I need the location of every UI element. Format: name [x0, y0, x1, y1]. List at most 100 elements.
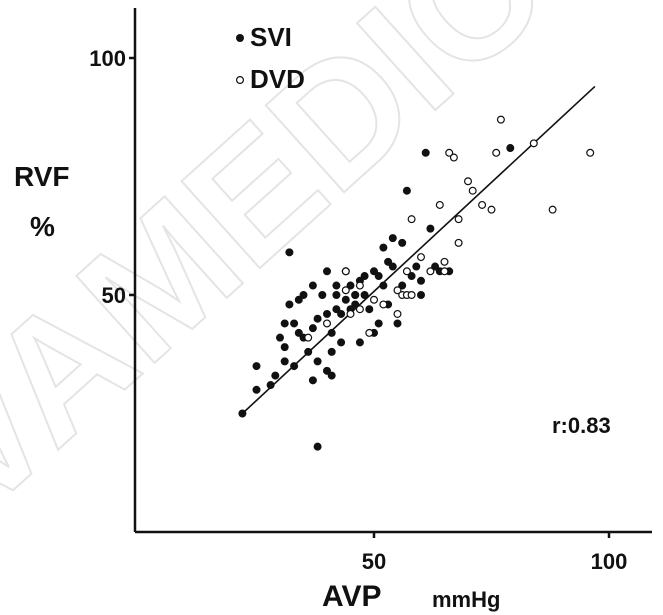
- svi-point: [332, 305, 341, 314]
- svi-point: [341, 295, 350, 304]
- dvd-point: [449, 153, 458, 162]
- dvd-point: [407, 215, 416, 224]
- svi-point: [271, 371, 280, 380]
- dvd-point: [346, 309, 355, 318]
- svi-point: [327, 347, 336, 356]
- dvd-point: [407, 291, 416, 300]
- svi-point: [290, 362, 299, 371]
- svi-point: [412, 262, 421, 271]
- svi-point: [332, 281, 341, 290]
- svi-point: [416, 276, 425, 285]
- svi-point: [266, 381, 275, 390]
- svi-point: [280, 357, 289, 366]
- y-tick-label: 100: [89, 46, 126, 71]
- svi-point: [355, 338, 364, 347]
- x-axis-label: AVP: [322, 580, 381, 613]
- svi-point: [388, 234, 397, 243]
- svi-point: [308, 281, 317, 290]
- svi-point: [294, 295, 303, 304]
- dvd-point: [496, 115, 505, 124]
- dvd-point: [454, 215, 463, 224]
- dvd-point: [548, 205, 557, 214]
- svi-point: [421, 148, 430, 157]
- svi-point: [280, 319, 289, 328]
- dvd-point: [435, 200, 444, 209]
- svi-point: [351, 300, 360, 309]
- svi-point: [304, 347, 313, 356]
- svi-point: [393, 319, 402, 328]
- x-tick-label: 100: [591, 549, 628, 574]
- y-axis-unit: %: [30, 211, 55, 242]
- x-axis-unit: mmHg: [432, 587, 500, 612]
- dvd-point: [487, 205, 496, 214]
- svi-point: [318, 290, 327, 299]
- svi-point: [402, 186, 411, 195]
- ticks: 50 100 50 100: [89, 46, 627, 574]
- legend-label: DVD: [250, 64, 305, 94]
- dvd-point: [393, 309, 402, 318]
- y-tick-label: 50: [102, 283, 126, 308]
- dvd-point: [323, 319, 332, 328]
- dvd-point: [478, 200, 487, 209]
- svi-point: [252, 362, 261, 371]
- svi-point: [313, 314, 322, 323]
- dvd-point: [341, 267, 350, 276]
- dvd-point: [355, 305, 364, 314]
- svi-point: [388, 262, 397, 271]
- svi-point: [374, 319, 383, 328]
- svi-point: [426, 224, 435, 233]
- svi-point: [416, 290, 425, 299]
- dvd-point: [529, 139, 538, 148]
- svi-point: [322, 267, 331, 276]
- dvd-point: [365, 328, 374, 337]
- dvd-point: [468, 186, 477, 195]
- svi-point: [365, 305, 374, 314]
- svi-point: [360, 290, 369, 299]
- svi-point: [369, 267, 378, 276]
- svi-point: [327, 371, 336, 380]
- svi-point: [238, 409, 247, 418]
- dvd-point: [379, 300, 388, 309]
- legend-dvd-marker: [236, 75, 245, 84]
- svi-point: [379, 281, 388, 290]
- legend-label: SVI: [250, 22, 292, 52]
- dvd-point: [402, 267, 411, 276]
- dvd-point: [445, 148, 454, 157]
- svi-point: [313, 357, 322, 366]
- svi-point: [299, 290, 308, 299]
- svi-point: [332, 290, 341, 299]
- axes: [133, 8, 652, 534]
- dvd-point: [464, 177, 473, 186]
- dvd-point: [454, 238, 463, 247]
- legend: SVI DVD: [236, 22, 305, 94]
- correlation-annotation: r:0.83: [552, 413, 611, 438]
- svi-point: [290, 319, 299, 328]
- dvd-point: [417, 253, 426, 262]
- svi-point: [360, 272, 369, 281]
- svi-point: [398, 238, 407, 247]
- dvd-point: [370, 295, 379, 304]
- svi-point: [313, 442, 322, 451]
- svi-point: [308, 324, 317, 333]
- svi-point: [322, 366, 331, 375]
- y-axis-label: RVF: [14, 161, 70, 192]
- data-points: [238, 115, 595, 451]
- dvd-point: [355, 281, 364, 290]
- dvd-point: [426, 267, 435, 276]
- dvd-point: [304, 333, 313, 342]
- svi-point: [398, 281, 407, 290]
- dvd-point: [341, 286, 350, 295]
- dvd-point: [440, 267, 449, 276]
- dvd-point: [440, 257, 449, 266]
- legend-svi-marker: [236, 33, 245, 42]
- svi-point: [337, 338, 346, 347]
- dvd-point: [586, 148, 595, 157]
- svi-point: [322, 309, 331, 318]
- svi-point: [407, 272, 416, 281]
- svi-point: [308, 376, 317, 385]
- svi-point: [275, 333, 284, 342]
- x-tick-label: 50: [362, 549, 386, 574]
- svi-point: [294, 328, 303, 337]
- svi-point: [506, 144, 515, 153]
